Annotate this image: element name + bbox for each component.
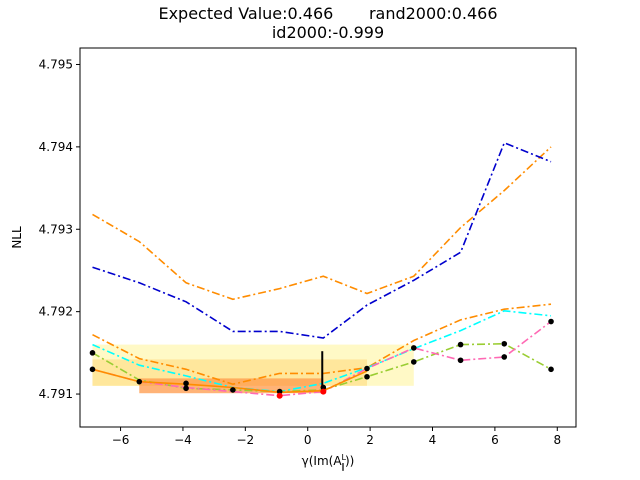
data-point	[89, 350, 96, 356]
data-point-highlight	[276, 392, 283, 399]
x-tick-label: 4	[429, 433, 437, 447]
x-tick-label: −4	[174, 433, 192, 447]
series-line-0	[92, 146, 552, 301]
data-point	[89, 366, 96, 373]
data-point	[548, 318, 554, 325]
series-line-4	[92, 342, 552, 393]
data-point	[183, 380, 189, 387]
data-point	[548, 366, 554, 373]
data-point	[276, 388, 283, 395]
x-tick-label: −6	[112, 433, 130, 447]
y-axis-label: NLL	[10, 226, 24, 249]
series-line-2	[92, 303, 552, 386]
data-point	[457, 341, 464, 348]
y-tick-label: 4.794	[39, 140, 73, 154]
data-point-highlight	[320, 388, 327, 395]
data-point	[364, 373, 370, 380]
data-point	[501, 340, 508, 347]
x-tick-label: 6	[491, 433, 499, 447]
series-line-3	[92, 309, 552, 393]
chart-title-line-2: id2000:-0.999	[271, 23, 385, 42]
data-point	[364, 365, 370, 372]
y-tick-label: 4.795	[39, 57, 73, 71]
data-point	[320, 384, 327, 391]
axes-frame	[79, 47, 577, 428]
data-point	[410, 359, 417, 365]
y-tick-label: 4.791	[39, 387, 73, 401]
y-tick-label: 4.793	[39, 222, 73, 236]
y-tick-label: 4.792	[39, 305, 73, 319]
x-tick-label: −2	[236, 433, 254, 447]
x-tick-label: 2	[366, 433, 374, 447]
series-line-1	[92, 141, 552, 339]
data-point	[457, 357, 464, 364]
x-tick-label: 0	[304, 433, 312, 447]
series-line-5	[92, 320, 552, 397]
data-point	[230, 387, 236, 393]
x-axis-label: γ(Im(AL ∥))	[302, 453, 355, 471]
data-point	[183, 385, 189, 392]
x-tick-label: 8	[553, 433, 561, 447]
data-point	[136, 378, 143, 385]
chart-title-line-1: Expected Value:0.466 rand2000:0.466	[158, 4, 498, 23]
data-point	[501, 354, 508, 360]
data-point	[410, 345, 417, 351]
